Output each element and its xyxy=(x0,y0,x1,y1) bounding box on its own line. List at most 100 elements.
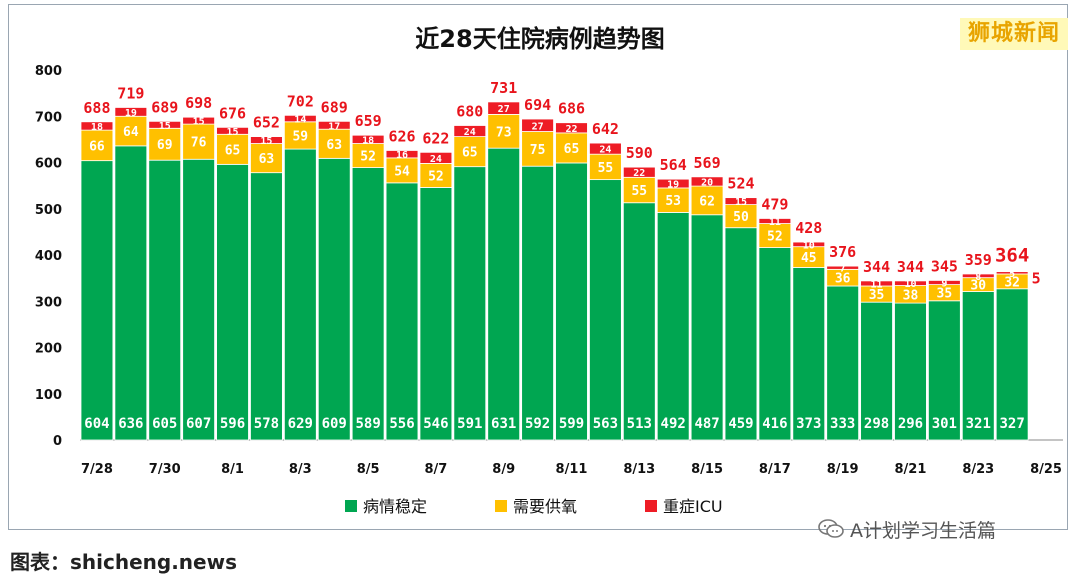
bar-segment-stable xyxy=(419,187,453,441)
icu-callout-label: 5 xyxy=(1032,270,1041,288)
data-label-oxygen: 73 xyxy=(496,125,512,140)
data-label-icu: 10 xyxy=(904,279,916,290)
data-label-icu: 27 xyxy=(532,121,544,132)
bar-segment-icu xyxy=(894,280,927,286)
total-label: 652 xyxy=(253,114,280,132)
data-label-icu: 15 xyxy=(227,127,239,138)
total-label: 564 xyxy=(660,156,687,174)
x-tick-label: 7/28 xyxy=(81,462,113,477)
bar-segment-stable xyxy=(826,285,860,441)
x-tick-label: 8/13 xyxy=(623,462,655,477)
legend-label-icu: 重症ICU xyxy=(663,497,723,516)
bar-segment-stable xyxy=(80,160,114,441)
x-tick-label: 7/30 xyxy=(149,462,181,477)
y-tick-label: 500 xyxy=(35,203,62,218)
total-label: 524 xyxy=(727,175,754,193)
bar-segment-icu xyxy=(114,107,148,117)
data-label-stable: 605 xyxy=(152,416,177,432)
data-label-oxygen: 55 xyxy=(631,184,647,199)
axes: 0 100 200 300 400 500 600 700 800 7/28 7/30 8/1 8/3 8… xyxy=(35,64,1063,477)
total-label: 569 xyxy=(694,154,721,172)
bar-segment-oxygen xyxy=(758,223,792,249)
data-label-icu: 15 xyxy=(735,197,747,208)
bar-segment-icu xyxy=(995,271,1029,275)
total-label: 364 xyxy=(995,245,1029,267)
legend-label-oxygen: 需要供氧 xyxy=(513,497,577,516)
total-label: 680 xyxy=(456,103,483,121)
x-tick-label: 8/19 xyxy=(827,462,859,477)
total-label: 659 xyxy=(355,112,382,130)
data-label-stable: 591 xyxy=(457,416,482,432)
data-label-stable: 416 xyxy=(762,416,787,432)
bar-segment-stable xyxy=(521,165,554,441)
x-tick-label: 8/17 xyxy=(759,462,791,477)
data-label-oxygen: 52 xyxy=(428,169,444,184)
total-label: 694 xyxy=(524,96,551,114)
bar-segment-stable xyxy=(317,157,351,441)
bar-segment-oxygen xyxy=(453,136,487,168)
legend-swatch-stable xyxy=(345,500,357,512)
data-label-oxygen: 76 xyxy=(191,136,207,151)
data-label-icu: 9 xyxy=(941,279,947,290)
data-label-stable: 327 xyxy=(1000,416,1025,432)
total-label: 676 xyxy=(219,104,246,122)
bar-segment-oxygen xyxy=(317,128,351,159)
x-tick-label: 8/11 xyxy=(556,462,588,477)
bar-segment-icu xyxy=(826,265,860,270)
data-label-oxygen: 65 xyxy=(564,142,580,157)
x-tick-label: 8/9 xyxy=(492,462,515,477)
data-label-stable: 596 xyxy=(220,416,245,432)
x-tick-label: 8/7 xyxy=(424,462,447,477)
bar-segment-icu xyxy=(317,120,351,130)
x-tick-label: 8/1 xyxy=(221,462,244,477)
y-tick-label: 800 xyxy=(35,64,62,79)
bar-segment-stable xyxy=(724,227,758,441)
data-label-stable: 487 xyxy=(694,416,719,432)
data-label-icu: 18 xyxy=(91,122,103,133)
bar-segment-stable xyxy=(351,167,385,441)
data-label-stable: 546 xyxy=(423,416,448,432)
data-label-stable: 607 xyxy=(186,416,211,432)
y-tick-label: 600 xyxy=(35,157,62,172)
bar-segment-stable xyxy=(250,172,283,441)
total-label: 688 xyxy=(83,99,110,117)
data-label-icu: 24 xyxy=(464,127,476,138)
bar-segment-oxygen xyxy=(487,114,521,149)
bar-segment-icu xyxy=(928,280,961,285)
bar-segment-oxygen xyxy=(419,163,453,188)
total-label: 590 xyxy=(626,144,653,162)
bar-segment-stable xyxy=(589,179,622,441)
data-label-oxygen: 32 xyxy=(1004,275,1020,290)
bar-segment-stable xyxy=(928,300,961,441)
data-label-stable: 578 xyxy=(254,416,279,432)
data-label-icu: 16 xyxy=(396,150,408,161)
y-tick-label: 400 xyxy=(35,249,62,264)
data-label-stable: 563 xyxy=(593,416,618,432)
bar-segment-icu xyxy=(690,176,724,187)
x-tick-label: 8/21 xyxy=(895,462,927,477)
bar-segment-icu xyxy=(758,218,792,224)
wechat-account: A计划学习生活篇 xyxy=(818,516,996,542)
chart-title: 近28天住院病例趋势图 xyxy=(415,25,664,53)
bar-segment-oxygen xyxy=(283,121,317,150)
data-label-oxygen: 65 xyxy=(462,146,478,161)
total-label: 689 xyxy=(321,98,348,116)
bar-segment-icu xyxy=(80,121,114,131)
data-label-oxygen: 52 xyxy=(767,230,783,245)
bar-segment-stable xyxy=(792,267,826,441)
data-label-stable: 301 xyxy=(932,416,957,432)
bar-segment-icu xyxy=(961,273,995,279)
bar-segment-icu xyxy=(656,178,690,189)
data-label-stable: 373 xyxy=(796,416,821,432)
y-tick-label: 200 xyxy=(35,342,62,357)
data-label-oxygen: 66 xyxy=(89,139,105,154)
data-label-icu: 24 xyxy=(599,145,611,156)
data-label-oxygen: 35 xyxy=(869,288,885,303)
bar-segment-stable xyxy=(283,148,317,441)
bar-segment-icu xyxy=(182,116,215,125)
data-label-oxygen: 54 xyxy=(394,164,410,179)
legend: 病情稳定 需要供氧 重症ICU xyxy=(345,497,723,516)
bar-segment-oxygen xyxy=(656,187,690,213)
chart-title-group: 近28天住院病例趋势图 xyxy=(415,25,664,53)
